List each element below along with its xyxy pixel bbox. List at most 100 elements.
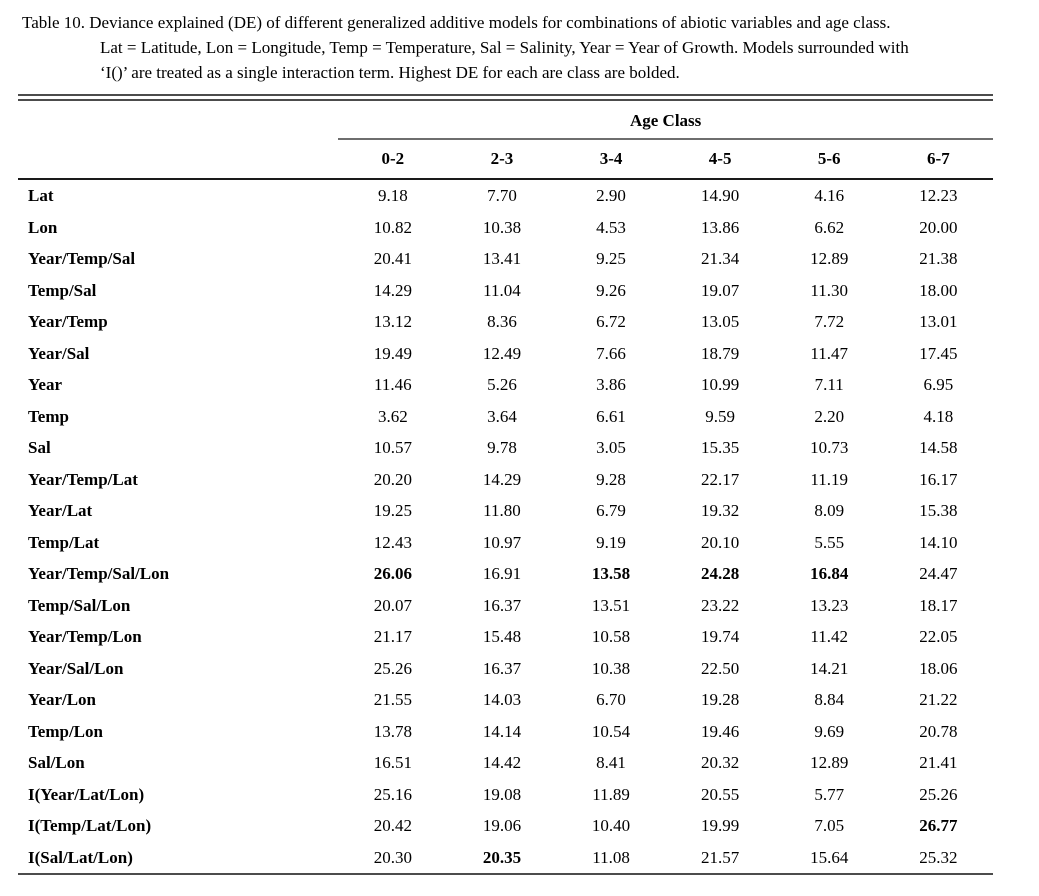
value-cell: 21.34: [701, 249, 740, 268]
value-cell: 21.55: [373, 690, 412, 709]
value-cell: 9.78: [487, 438, 517, 457]
table-body: Lat 9.18 7.70 2.90 14.90 4.16 12.23 Lon …: [18, 179, 993, 875]
value-cell: 15.35: [701, 438, 740, 457]
model-name: Temp/Lon: [28, 721, 103, 741]
header-spacer: [18, 139, 339, 180]
table-row: I(Temp/Lat/Lon) 20.42 19.06 10.40 19.99 …: [18, 810, 993, 842]
table-row: Year/Sal 19.49 12.49 7.66 18.79 11.47 17…: [18, 338, 993, 370]
value-cell: 10.58: [591, 627, 631, 646]
model-name: Sal: [28, 438, 51, 457]
caption-text-1: Deviance explained (DE) of different gen…: [89, 13, 891, 32]
value-cell: 16.51: [373, 753, 412, 772]
value-cell: 20.30: [338, 841, 448, 875]
value-cell: 7.11: [814, 375, 844, 394]
value-cell: 7.72: [814, 312, 845, 331]
value-cell: 14.90: [701, 186, 740, 205]
value-cell: 11.19: [810, 469, 849, 489]
value-cell: 11.08: [556, 841, 666, 875]
value-cell: 6.95: [923, 375, 954, 394]
value-cell: 11.47: [810, 343, 849, 363]
value-cell: 13.12: [373, 312, 412, 331]
value-cell: 20.07: [373, 595, 412, 615]
value-cell: 20.35: [447, 841, 557, 875]
value-cell: 13.58: [591, 564, 631, 583]
value-cell: 10.38: [591, 658, 631, 678]
value-cell: 12.43: [373, 532, 412, 552]
value-cell: 14.10: [919, 532, 958, 552]
model-name: I(Sal/Lat/Lon): [18, 841, 339, 875]
value-cell: 25.26: [373, 658, 412, 678]
value-cell: 13.01: [919, 312, 958, 331]
table-caption: Table 10. Deviance explained (DE) of dif…: [22, 10, 1039, 85]
table-row: Sal/Lon 16.51 14.42 8.41 20.32 12.89 21.…: [18, 747, 993, 779]
value-cell: 8.09: [814, 501, 845, 520]
value-cell: 9.18: [377, 186, 408, 205]
value-cell: 13.51: [591, 595, 631, 615]
spanner-row: Age Class: [18, 101, 993, 140]
value-cell: 9.25: [596, 249, 626, 268]
value-cell: 21.17: [373, 627, 412, 646]
spanner-spacer: [18, 101, 338, 139]
value-cell: 11.46: [374, 375, 412, 394]
value-cell: 26.77: [919, 816, 958, 835]
value-cell: 26.06: [373, 564, 412, 583]
model-name: Year/Lon: [28, 690, 96, 709]
value-cell: 24.28: [701, 564, 740, 583]
value-cell: 12.89: [810, 249, 849, 268]
value-cell: 4.53: [596, 217, 626, 237]
value-cell: 19.25: [373, 501, 412, 520]
value-cell: 11.42: [810, 627, 849, 646]
value-cell: 24.47: [919, 564, 958, 583]
value-cell: 14.29: [482, 469, 522, 489]
model-name: Sal/Lon: [28, 753, 85, 772]
value-cell: 20.78: [919, 721, 958, 741]
value-cell: 19.99: [701, 816, 740, 835]
value-cell: 20.41: [373, 249, 412, 268]
value-cell: 15.38: [919, 501, 958, 520]
value-cell: 11.89: [592, 784, 630, 804]
value-cell: 9.28: [596, 469, 626, 489]
value-cell: 10.73: [810, 438, 849, 457]
table-row: Year/Temp/Sal 20.41 13.41 9.25 21.34 12.…: [18, 243, 993, 275]
value-cell: 14.58: [919, 438, 958, 457]
column-header-0-2: 0-2: [338, 139, 448, 180]
age-class-spanner: Age Class: [338, 101, 993, 140]
value-cell: 12.23: [919, 186, 958, 205]
value-cell: 11.30: [810, 280, 849, 300]
value-cell: 7.66: [596, 343, 626, 363]
table-row: Year/Temp/Lat 20.20 14.29 9.28 22.17 11.…: [18, 464, 993, 496]
table-row: Lon 10.82 10.38 4.53 13.86 6.62 20.00: [18, 212, 993, 244]
model-name: I(Temp/Lat/Lon): [28, 816, 152, 835]
table-row: Temp/Sal 14.29 11.04 9.26 19.07 11.30 18…: [18, 275, 993, 307]
value-cell: 25.32: [883, 841, 993, 875]
model-name: Year/Temp/Sal/Lon: [28, 564, 170, 583]
value-cell: 13.23: [810, 595, 849, 615]
value-cell: 18.79: [701, 343, 740, 363]
value-cell: 19.32: [701, 501, 740, 520]
value-cell: 10.40: [591, 816, 631, 835]
value-cell: 16.37: [482, 595, 522, 615]
value-cell: 9.59: [705, 406, 735, 426]
value-cell: 13.78: [373, 721, 412, 741]
value-cell: 16.91: [482, 564, 522, 583]
page: Table 10. Deviance explained (DE) of dif…: [0, 10, 1039, 896]
table-row: I(Year/Lat/Lon) 25.16 19.08 11.89 20.55 …: [18, 779, 993, 811]
value-cell: 10.99: [701, 375, 740, 394]
value-cell: 6.62: [814, 217, 845, 237]
model-name: Year/Sal/Lon: [28, 658, 124, 678]
value-cell: 2.20: [814, 406, 845, 426]
column-header-row: 0-2 2-3 3-4 4-5 5-6 6-7: [18, 139, 993, 180]
value-cell: 25.26: [919, 784, 958, 804]
model-name: Year/Temp/Lat: [28, 469, 138, 489]
value-cell: 13.86: [701, 217, 740, 237]
value-cell: 20.10: [701, 532, 740, 552]
value-cell: 6.72: [596, 312, 626, 331]
value-cell: 20.32: [701, 753, 740, 772]
value-cell: 11.80: [483, 501, 521, 520]
value-cell: 3.62: [377, 406, 408, 426]
model-name: Temp/Sal: [28, 280, 97, 300]
value-cell: 8.84: [814, 690, 845, 709]
model-name: Temp/Sal/Lon: [28, 595, 131, 615]
value-cell: 6.61: [596, 406, 626, 426]
value-cell: 21.38: [919, 249, 958, 268]
